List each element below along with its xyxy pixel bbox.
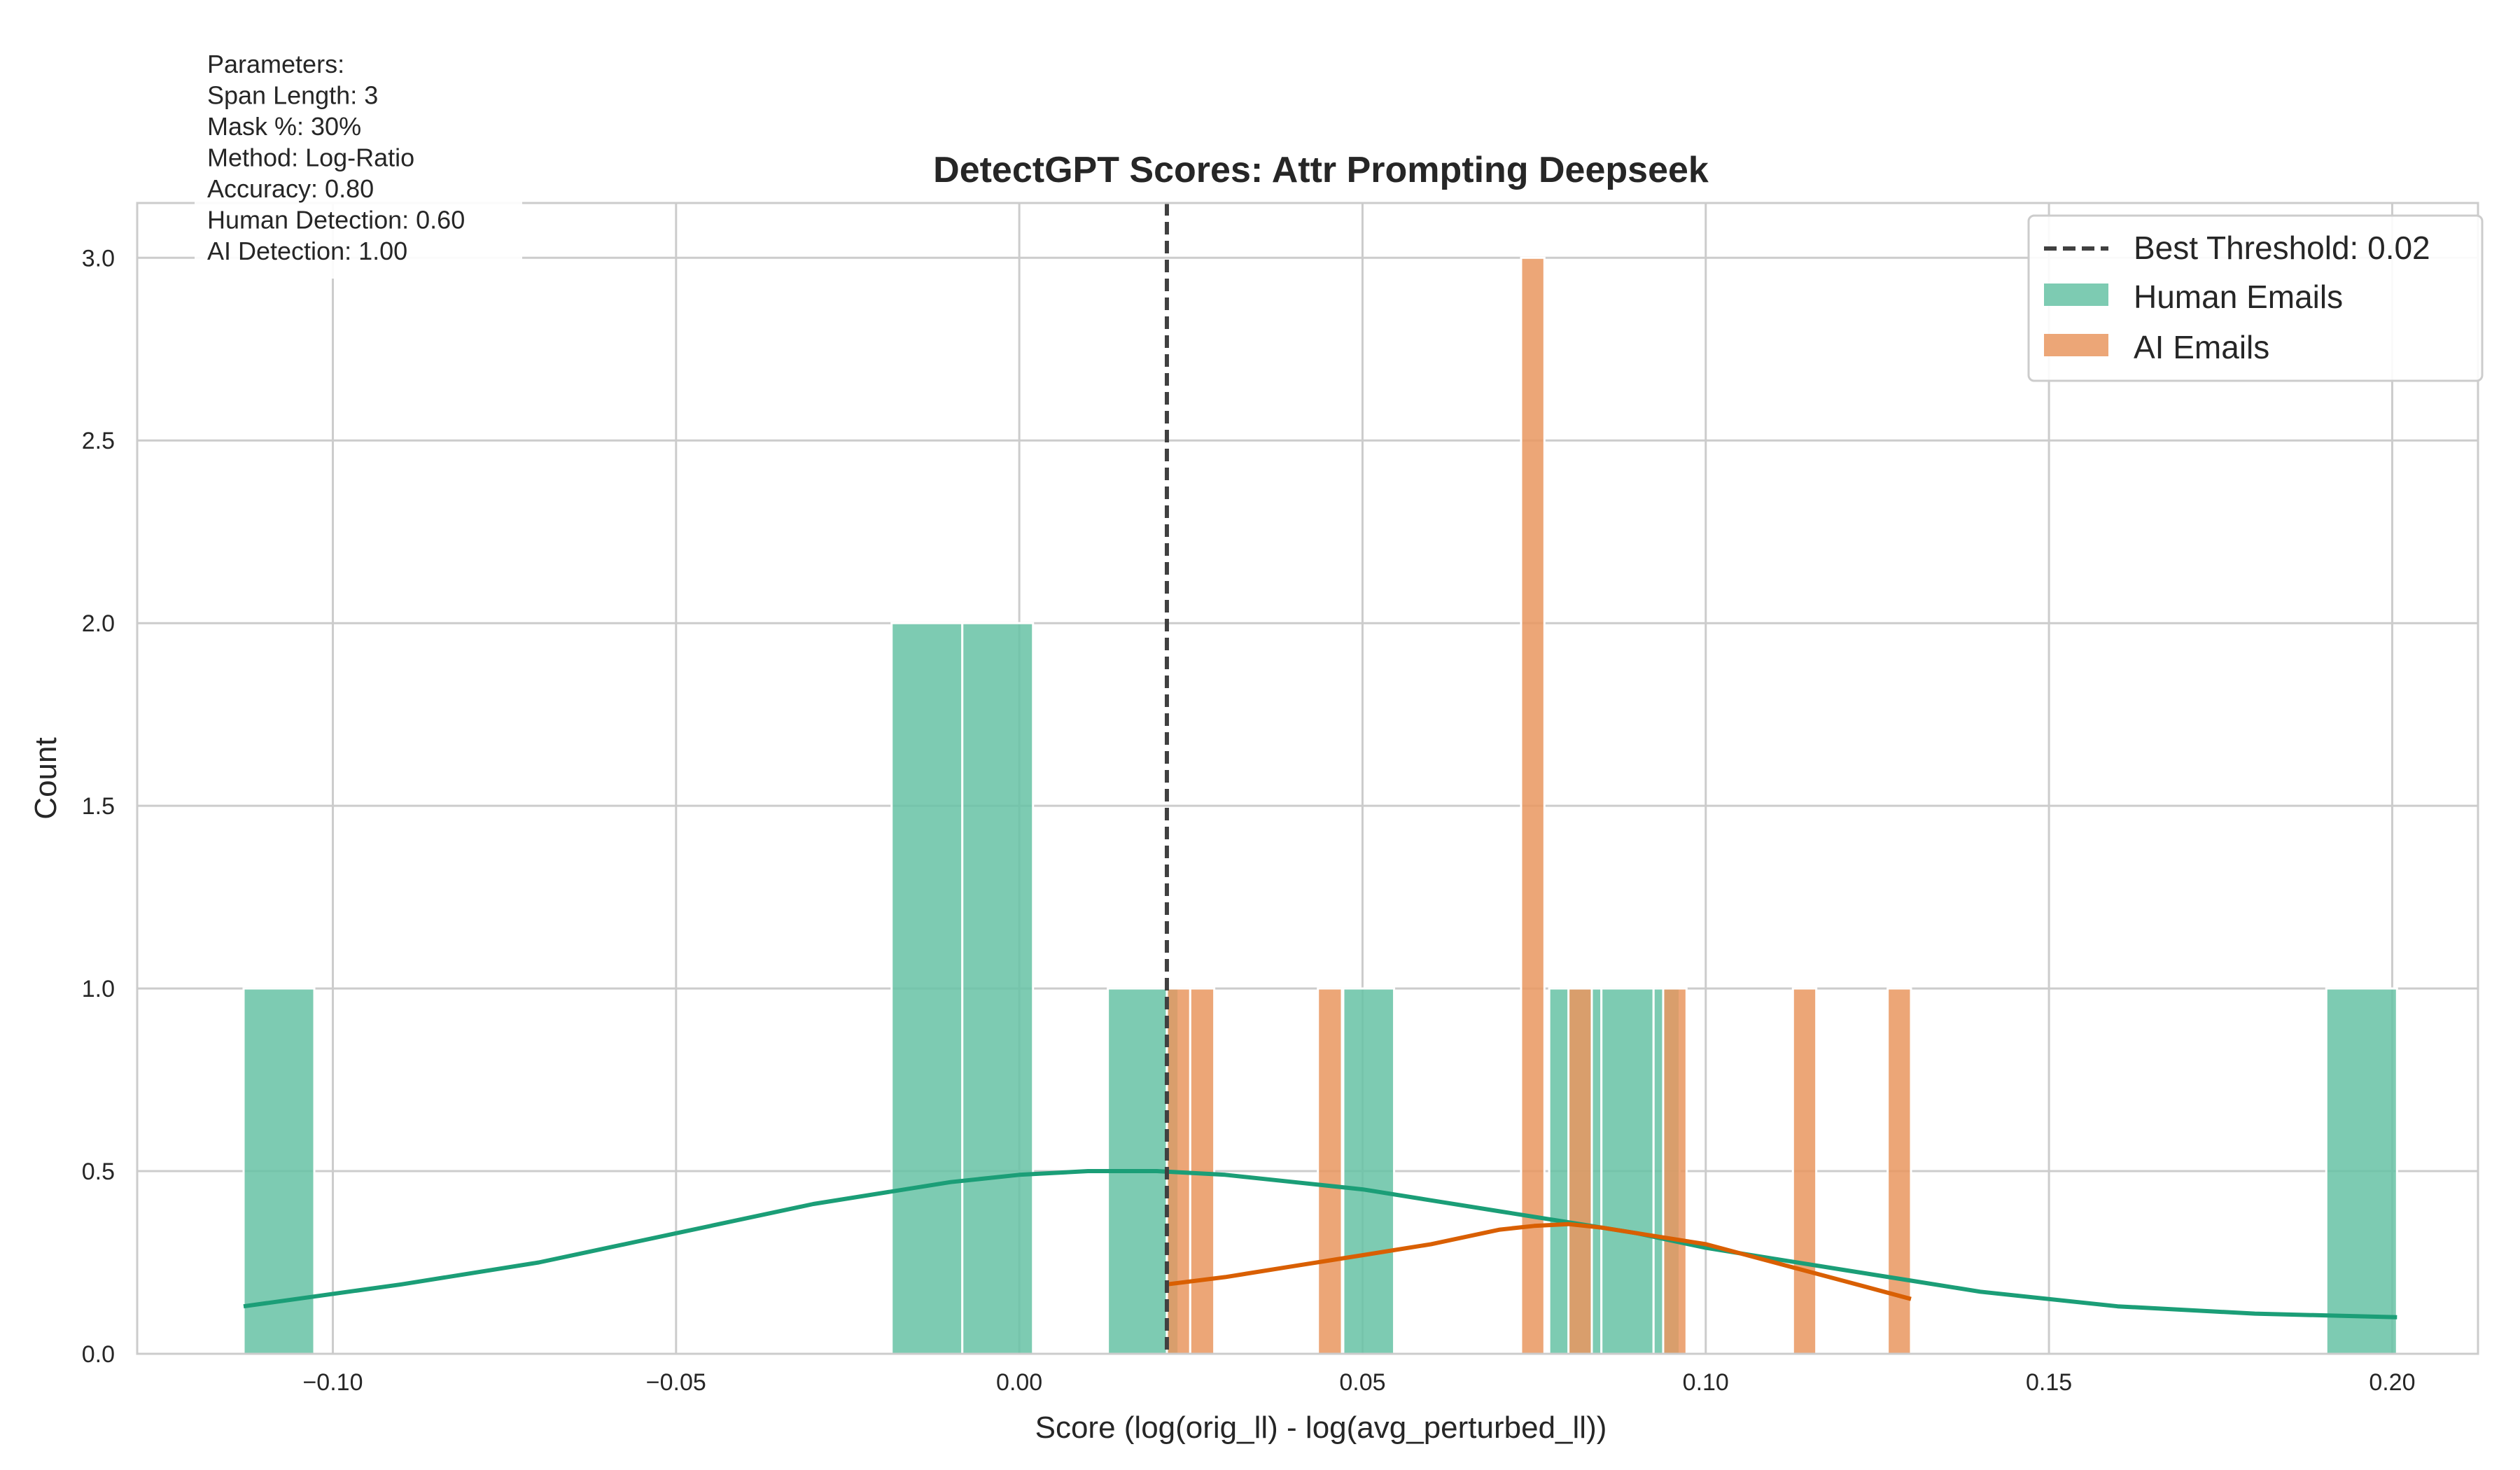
ticks-layer: −0.10 −0.05 0.00 0.05 0.10 0.15 0.20 0.0 0.5 1.0 1…	[82, 245, 2416, 1396]
kde-layer	[243, 1169, 2398, 1320]
x-tick-label: 0.20	[2369, 1369, 2415, 1396]
legend-human-swatch	[2044, 284, 2108, 306]
parameter-line: Parameters:	[207, 50, 344, 78]
parameter-line: AI Detection: 1.00	[207, 237, 407, 265]
x-axis-label: Score (log(orig_ll) - log(avg_perturbed_…	[1035, 1410, 1607, 1445]
ai-histogram-bar	[1791, 987, 1818, 1355]
ai-histogram-bar	[1662, 987, 1688, 1355]
human-kde-curve	[243, 1169, 2398, 1320]
y-tick-label: 2.0	[82, 610, 115, 637]
legend-ai-label: AI Emails	[2134, 329, 2269, 365]
y-tick-label: 1.0	[82, 976, 115, 1002]
parameter-line: Human Detection: 0.60	[207, 206, 465, 234]
human-histogram-bar	[890, 622, 964, 1355]
x-tick-label: −0.10	[302, 1369, 363, 1396]
legend-threshold-label: Best Threshold: 0.02	[2134, 230, 2430, 266]
parameters-box-background	[195, 43, 522, 279]
parameter-line: Accuracy: 0.80	[207, 174, 374, 203]
parameter-line: Mask %: 30%	[207, 112, 361, 141]
bars-layer	[242, 256, 2398, 1355]
parameter-line: Method: Log-Ratio	[207, 144, 414, 172]
x-tick-label: 0.15	[2026, 1369, 2072, 1396]
parameter-line: Span Length: 3	[207, 81, 378, 110]
y-tick-label: 2.5	[82, 428, 115, 454]
y-tick-label: 3.0	[82, 245, 115, 272]
human-histogram-bar	[961, 622, 1035, 1355]
y-axis-label: Count	[29, 737, 63, 819]
legend: Best Threshold: 0.02 Human Emails AI Ema…	[2027, 214, 2484, 382]
ai-histogram-bar	[1520, 256, 1546, 1355]
x-tick-label: −0.05	[646, 1369, 706, 1396]
human-histogram-bar	[242, 987, 316, 1355]
ai-histogram-bar	[1567, 987, 1593, 1355]
y-tick-label: 0.5	[82, 1158, 115, 1185]
human-histogram-bar	[1600, 987, 1655, 1355]
legend-ai-swatch	[2044, 334, 2108, 356]
y-tick-label: 0.0	[82, 1341, 115, 1368]
legend-frame	[2027, 214, 2484, 382]
legend-human-label: Human Emails	[2134, 279, 2343, 315]
human-histogram-bar	[1342, 987, 1396, 1355]
x-tick-label: 0.05	[1339, 1369, 1385, 1396]
human-histogram-bar	[2325, 987, 2398, 1355]
x-tick-label: 0.00	[996, 1369, 1042, 1396]
chart-title: DetectGPT Scores: Attr Prompting Deepsee…	[933, 150, 1709, 190]
ai-histogram-bar	[1189, 987, 1216, 1355]
x-tick-label: 0.10	[1683, 1369, 1729, 1396]
y-tick-label: 1.5	[82, 793, 115, 820]
ai-kde-curve	[1166, 1222, 1912, 1301]
plot-frame	[136, 202, 2479, 1355]
ai-histogram-bar	[1317, 987, 1343, 1355]
